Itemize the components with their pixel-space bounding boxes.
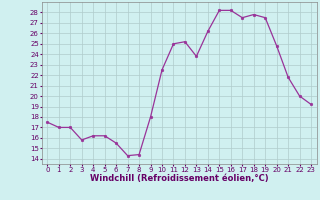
X-axis label: Windchill (Refroidissement éolien,°C): Windchill (Refroidissement éolien,°C) <box>90 174 268 183</box>
